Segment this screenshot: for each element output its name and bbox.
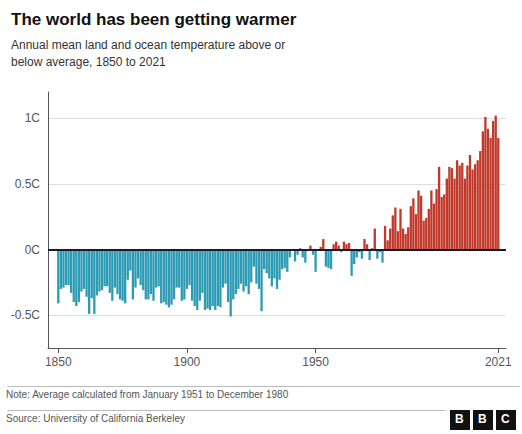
svg-text:1950: 1950	[302, 355, 329, 369]
svg-text:Annual mean land and ocean tem: Annual mean land and ocean temperature a…	[11, 38, 285, 52]
svg-text:B: B	[455, 412, 464, 426]
svg-text:The world has been getting war: The world has been getting warmer	[11, 10, 297, 29]
svg-text:Source: University of Californ: Source: University of California Berkele…	[6, 413, 185, 424]
svg-text:2021: 2021	[485, 355, 512, 369]
svg-text:below average, 1850 to 2021: below average, 1850 to 2021	[11, 55, 166, 69]
svg-text:-0.5C: -0.5C	[11, 308, 41, 322]
svg-text:C: C	[501, 412, 510, 426]
svg-text:Note: Average calculated from: Note: Average calculated from January 19…	[6, 389, 289, 400]
svg-text:1850: 1850	[45, 355, 72, 369]
svg-text:0C: 0C	[25, 243, 41, 257]
svg-text:1C: 1C	[25, 111, 41, 125]
svg-text:B: B	[478, 412, 487, 426]
svg-text:1900: 1900	[174, 355, 201, 369]
svg-text:0.5C: 0.5C	[15, 177, 41, 191]
